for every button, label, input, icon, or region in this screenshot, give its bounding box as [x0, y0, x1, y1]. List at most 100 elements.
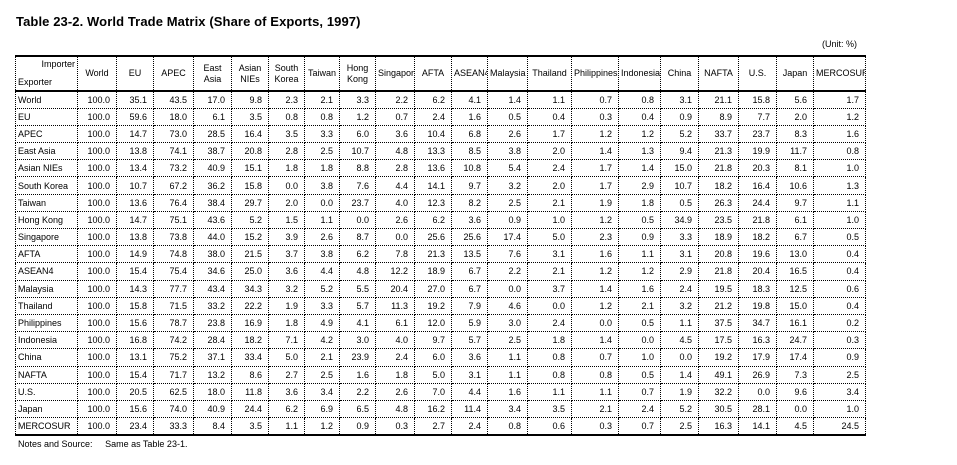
- value-cell: 0.6: [813, 280, 866, 298]
- value-cell: 23.8: [193, 314, 232, 333]
- value-cell: 12.2: [375, 262, 415, 281]
- value-cell: 18.0: [153, 108, 194, 126]
- value-cell: 12.5: [776, 280, 814, 298]
- value-cell: 0.5: [618, 314, 661, 333]
- column-header: MERCOSUR: [813, 55, 866, 92]
- value-cell: 17.5: [698, 331, 739, 350]
- notes-label: Notes and Source:: [18, 439, 93, 449]
- value-cell: 1.0: [813, 211, 866, 230]
- value-cell: 13.8: [116, 228, 154, 247]
- value-cell: 0.8: [304, 108, 340, 126]
- value-cell: 7.1: [268, 331, 305, 350]
- exporter-cell: East Asia: [15, 142, 78, 161]
- table-row: MERCOSUR 100.0 23.4 33.3 8.4 3.5 1.1 1.2 0.9 0.3 2…: [15, 417, 866, 436]
- value-cell: 100.0: [77, 194, 117, 212]
- value-cell: 2.5: [487, 194, 528, 212]
- value-cell: 0.5: [660, 194, 699, 212]
- value-cell: 33.2: [193, 297, 232, 315]
- value-cell: 20.4: [375, 280, 415, 298]
- value-cell: 12.0: [414, 314, 452, 333]
- value-cell: 18.2: [738, 228, 777, 247]
- value-cell: 5.0: [527, 228, 572, 247]
- value-cell: 73.2: [153, 159, 194, 178]
- value-cell: 0.9: [618, 228, 661, 247]
- value-cell: 0.3: [375, 417, 415, 436]
- value-cell: 2.1: [304, 91, 340, 109]
- value-cell: 6.5: [339, 400, 376, 419]
- value-cell: 32.2: [698, 383, 739, 401]
- trade-matrix-table: Importer Exporter World EU APEC East Asia As…: [15, 55, 866, 436]
- value-cell: 15.8: [738, 91, 777, 109]
- value-cell: 21.3: [698, 142, 739, 161]
- value-cell: 1.3: [813, 176, 866, 195]
- value-cell: 5.2: [231, 211, 269, 230]
- value-cell: 0.4: [813, 262, 866, 281]
- value-cell: 77.7: [153, 280, 194, 298]
- value-cell: 2.1: [618, 297, 661, 315]
- value-cell: 10.6: [776, 176, 814, 195]
- value-cell: 28.4: [193, 331, 232, 350]
- value-cell: 4.5: [776, 417, 814, 436]
- value-cell: 6.8: [451, 125, 488, 144]
- value-cell: 0.8: [268, 108, 305, 126]
- value-cell: 100.0: [77, 280, 117, 298]
- value-cell: 100.0: [77, 91, 117, 109]
- value-cell: 1.1: [813, 194, 866, 212]
- value-cell: 3.6: [451, 211, 488, 230]
- value-cell: 5.9: [451, 314, 488, 333]
- value-cell: 16.9: [231, 314, 269, 333]
- value-cell: 1.7: [571, 176, 619, 195]
- column-header: Philippines: [571, 55, 619, 92]
- value-cell: 1.2: [339, 108, 376, 126]
- importer-label: Importer: [41, 59, 75, 69]
- value-cell: 23.9: [339, 348, 376, 367]
- value-cell: 2.0: [776, 108, 814, 126]
- value-cell: 100.0: [77, 245, 117, 264]
- value-cell: 0.0: [618, 331, 661, 350]
- value-cell: 34.6: [193, 262, 232, 281]
- value-cell: 1.2: [571, 297, 619, 315]
- value-cell: 16.8: [116, 331, 154, 350]
- value-cell: 2.6: [487, 125, 528, 144]
- value-cell: 8.4: [193, 417, 232, 436]
- value-cell: 5.2: [660, 125, 699, 144]
- value-cell: 3.8: [487, 142, 528, 161]
- value-cell: 18.3: [738, 280, 777, 298]
- value-cell: 1.3: [618, 142, 661, 161]
- value-cell: 15.4: [116, 366, 154, 384]
- value-cell: 19.2: [698, 348, 739, 367]
- exporter-cell: Asian NIEs: [15, 159, 78, 178]
- value-cell: 3.5: [268, 125, 305, 144]
- value-cell: 0.7: [618, 383, 661, 401]
- value-cell: 2.5: [487, 331, 528, 350]
- value-cell: 0.7: [571, 91, 619, 109]
- value-cell: 59.6: [116, 108, 154, 126]
- value-cell: 2.2: [339, 383, 376, 401]
- value-cell: 25.6: [414, 228, 452, 247]
- column-header: East Asia: [193, 55, 232, 92]
- value-cell: 73.0: [153, 125, 194, 144]
- value-cell: 100.0: [77, 125, 117, 144]
- value-cell: 3.4: [487, 400, 528, 419]
- value-cell: 1.2: [618, 125, 661, 144]
- value-cell: 49.1: [698, 366, 739, 384]
- table-row: World 100.0 35.1 43.5 17.0 9.8 2.3 2.1 3.3 2.2 6.2…: [15, 91, 866, 109]
- exporter-cell: AFTA: [15, 245, 78, 264]
- value-cell: 0.2: [813, 314, 866, 333]
- value-cell: 6.1: [193, 108, 232, 126]
- value-cell: 30.5: [698, 400, 739, 419]
- value-cell: 100.0: [77, 297, 117, 315]
- value-cell: 1.1: [487, 366, 528, 384]
- value-cell: 0.8: [487, 417, 528, 436]
- table-row: China 100.0 13.1 75.2 37.1 33.4 5.0 2.1 23.9 2.4 6…: [15, 348, 866, 367]
- value-cell: 19.5: [698, 280, 739, 298]
- value-cell: 1.1: [527, 91, 572, 109]
- value-cell: 1.9: [268, 297, 305, 315]
- value-cell: 0.5: [487, 108, 528, 126]
- value-cell: 13.6: [116, 194, 154, 212]
- value-cell: 3.0: [339, 331, 376, 350]
- column-header: Malaysia: [487, 55, 528, 92]
- value-cell: 2.4: [660, 280, 699, 298]
- value-cell: 5.2: [660, 400, 699, 419]
- value-cell: 2.7: [414, 417, 452, 436]
